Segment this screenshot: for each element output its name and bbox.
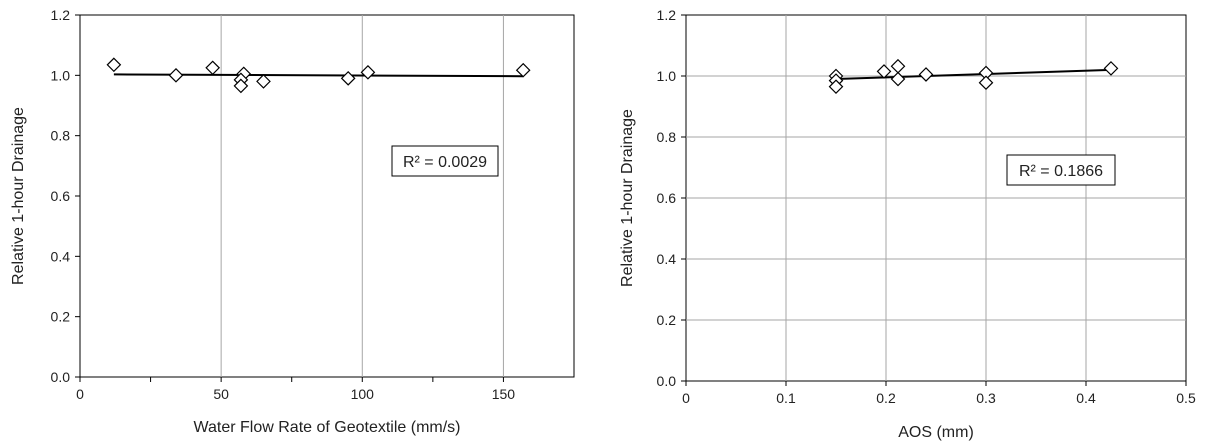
trendline-right-group xyxy=(835,68,1112,81)
x-tick-label-right: 0.2 xyxy=(876,390,896,406)
annotation-box-left xyxy=(391,145,499,177)
x-tick-label-right: 0.5 xyxy=(1176,390,1196,406)
x-tick-label-left: 100 xyxy=(351,386,375,402)
x-ticks-right: 0 0.1 0.2 0.3 0.4 0.5 xyxy=(682,381,1196,406)
y-tick-label-left: 0.6 xyxy=(51,188,71,204)
x-axis-label-left: Water Flow Rate of Geotextile (mm/s) xyxy=(193,419,460,436)
y-tick-label-left: 0.4 xyxy=(51,248,71,264)
data-point-left xyxy=(106,57,122,73)
trendline-right xyxy=(835,68,1112,81)
chart-right: 0 0.1 0.2 0.3 0.4 0.5 0.0 0.2 0.4 0.6 0.8 1.0 1.2 R… xyxy=(619,7,1196,441)
x-tick-label-right: 0.3 xyxy=(976,390,996,406)
y-ticks-right: 0.0 0.2 0.4 0.6 0.8 1.0 1.2 xyxy=(657,7,686,389)
annotation-right: R² = 0.1866 xyxy=(1019,163,1103,180)
y-tick-label-right: 0.4 xyxy=(657,251,677,267)
data-point-left xyxy=(205,60,221,76)
data-point-right xyxy=(828,79,844,95)
y-ticks-left: 0.0 0.2 0.4 0.6 0.8 1.0 1.2 xyxy=(51,7,80,385)
x-tick-label-left: 150 xyxy=(492,386,516,402)
data-point-left xyxy=(168,67,184,83)
y-tick-label-right: 1.0 xyxy=(657,68,677,84)
x-axis-label-right: AOS (mm) xyxy=(898,424,974,441)
points-right xyxy=(828,58,1119,95)
x-tick-label-left: 50 xyxy=(213,386,229,402)
x-tick-label-right: 0.1 xyxy=(776,390,796,406)
data-point-left xyxy=(340,71,356,86)
y-tick-label-left: 1.2 xyxy=(51,7,71,23)
x-tick-label-right: 0 xyxy=(682,390,690,406)
data-point-left xyxy=(360,64,376,80)
x-tick-label-right: 0.4 xyxy=(1076,390,1096,406)
plot-area-left xyxy=(79,14,575,378)
points-left xyxy=(106,57,531,94)
data-point-left xyxy=(233,78,249,94)
annotation-left: R² = 0.0029 xyxy=(403,154,487,171)
data-point-right xyxy=(978,75,994,91)
y-tick-label-right: 0.6 xyxy=(657,190,677,206)
x-tick-label-left: 0 xyxy=(76,386,84,402)
y-tick-label-right: 1.2 xyxy=(657,7,677,23)
data-point-right xyxy=(918,67,934,82)
annotation-box-right xyxy=(1006,154,1116,186)
y-tick-label-left: 1.0 xyxy=(51,67,71,83)
y-tick-label-right: 0.2 xyxy=(657,312,677,328)
data-point-right xyxy=(1103,61,1119,76)
y-tick-label-right: 0.8 xyxy=(657,129,677,145)
data-point-left xyxy=(256,74,271,89)
y-tick-label-left: 0.2 xyxy=(51,309,71,325)
y-tick-label-right: 0.0 xyxy=(657,373,677,389)
data-point-right xyxy=(876,64,892,79)
y-tick-label-left: 0.0 xyxy=(51,369,71,385)
chart-left: 0 50 100 150 0.0 0.2 0.4 0.6 0.8 1.0 1.2 R² = 0.0… xyxy=(10,7,575,436)
y-axis-label-right: Relative 1-hour Drainage xyxy=(619,109,636,287)
y-axis-label-left: Relative 1-hour Drainage xyxy=(10,107,27,285)
x-ticks-left: 0 50 100 150 xyxy=(76,377,515,402)
y-tick-label-left: 0.8 xyxy=(51,128,71,144)
data-point-right xyxy=(890,71,906,87)
data-point-left xyxy=(515,62,531,78)
